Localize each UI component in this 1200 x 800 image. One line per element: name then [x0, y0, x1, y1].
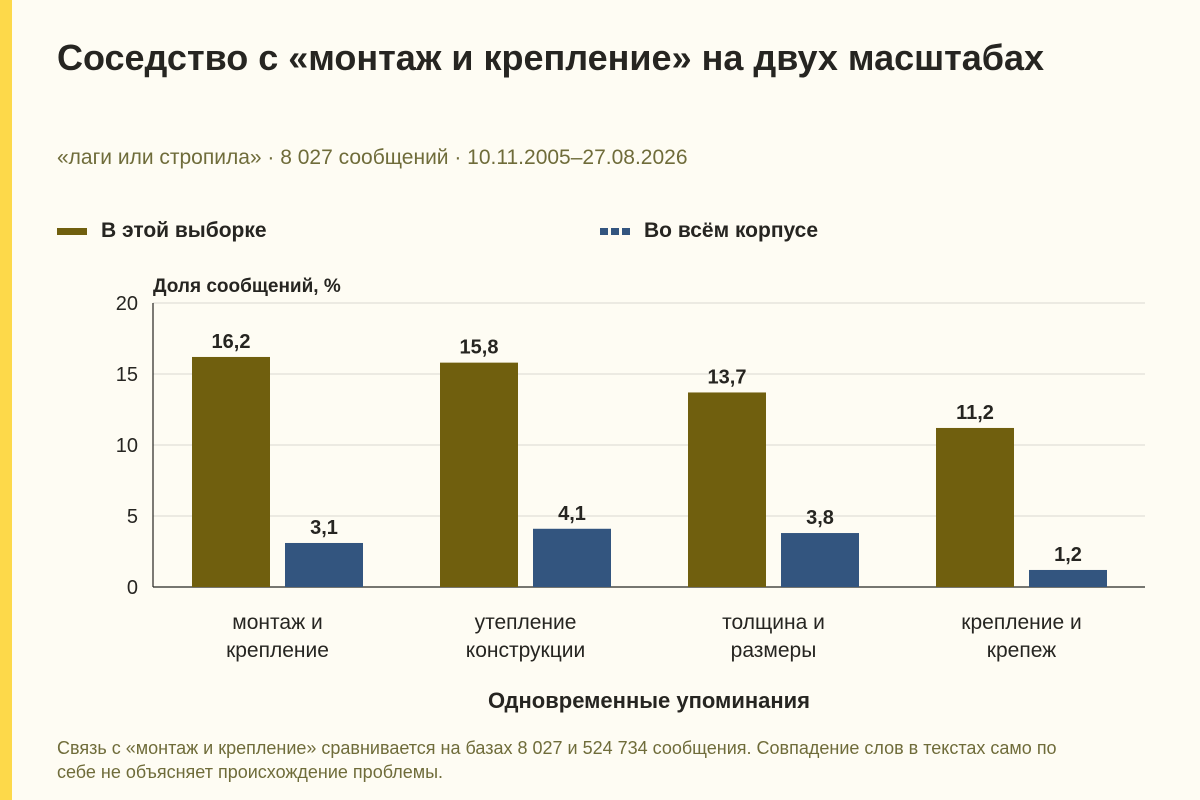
legend-label-corpus: Во всём корпусе: [644, 219, 819, 242]
bar-corpus: [1029, 569, 1107, 587]
data-label: 13,7: [708, 366, 747, 388]
x-tick-label: толщина и: [722, 611, 825, 634]
x-axis-label: Одновременные упоминания: [488, 688, 810, 713]
data-label: 15,8: [460, 337, 499, 359]
legend-item-sample: В этой выборке: [57, 219, 267, 243]
x-tick-label: размеры: [731, 639, 817, 662]
x-tick-label: крепеж: [987, 639, 1056, 662]
x-tick-label: крепление и: [961, 611, 1081, 634]
data-label: 3,8: [806, 507, 834, 529]
data-label: 1,2: [1054, 544, 1082, 566]
data-label: 16,2: [212, 331, 251, 353]
bar-corpus: [781, 533, 859, 587]
bar-sample: [192, 356, 270, 587]
y-tick-label: 0: [127, 577, 138, 599]
y-tick-label: 20: [116, 293, 138, 315]
legend-swatch-sample: [57, 227, 87, 235]
x-tick-label: монтаж и: [232, 611, 322, 634]
data-label: 3,1: [310, 517, 338, 539]
chart-caption: Связь с «монтаж и крепление» сравниваетс…: [57, 738, 1057, 782]
legend-swatch-corpus: [600, 227, 630, 235]
y-tick-label: 5: [127, 506, 138, 528]
legend-item-corpus: Во всём корпусе: [600, 219, 818, 243]
legend-label-sample: В этой выборке: [101, 219, 267, 242]
bar-sample: [936, 427, 1014, 587]
data-label: 4,1: [558, 503, 586, 525]
x-tick-label: конструкции: [466, 639, 585, 662]
bar-sample: [440, 362, 518, 587]
y-tick-label: 10: [116, 435, 138, 457]
bar-corpus: [533, 528, 611, 587]
x-tick-label: утепление: [475, 611, 577, 634]
chart-subtitle: «лаги или стропила» · 8 027 сообщений · …: [57, 146, 688, 169]
chart-title: Соседство с «монтаж и крепление» на двух…: [57, 37, 1045, 78]
bar-sample: [688, 392, 766, 587]
y-tick-label: 15: [116, 364, 138, 386]
x-tick-label: крепление: [226, 639, 329, 662]
bar-corpus: [285, 542, 363, 587]
y-axis-label: Доля сообщений, %: [153, 276, 341, 297]
data-label: 11,2: [956, 402, 994, 424]
accent-bar: [0, 0, 12, 800]
